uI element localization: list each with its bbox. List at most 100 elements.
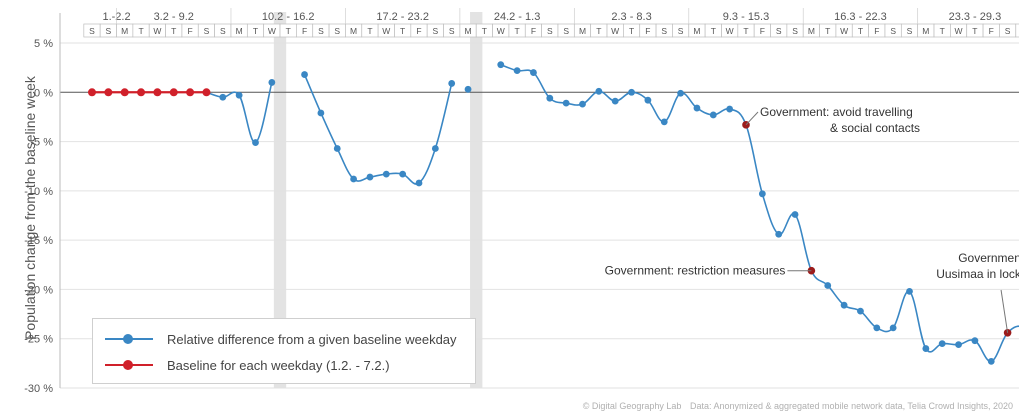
day-label: T [514,26,519,36]
data-point [873,324,881,332]
annotation-leader [745,111,759,126]
day-label: W [955,26,963,36]
day-label: S [204,26,210,36]
legend-swatch-relative [103,329,155,349]
annotation-text: & social contacts [830,121,920,135]
data-point [987,357,995,365]
day-label: T [629,26,634,36]
data-point [546,94,554,102]
week-label: 10.2 - 16.2 [262,11,315,23]
day-label: F [187,26,192,36]
data-point [252,139,259,146]
data-point [415,179,423,187]
day-label: T [367,26,372,36]
day-label: M [350,26,357,36]
data-point [382,170,390,178]
data-point [726,105,734,113]
baseline-point [202,88,211,97]
annotation-text: Government: restriction measures [605,264,786,278]
data-point [562,99,570,107]
data-point [971,337,979,345]
y-tick-label: -25 % [24,334,53,346]
day-label: T [858,26,863,36]
data-point [922,345,930,352]
day-label: S [547,26,553,36]
day-label: F [989,26,994,36]
day-label: S [89,26,95,36]
data-point [955,341,962,349]
day-label: S [661,26,667,36]
week-label: 16.3 - 22.3 [834,11,887,23]
data-point [579,100,586,108]
data-point [219,93,227,101]
y-tick-label: -30 % [24,383,53,395]
legend-swatch-baseline [103,355,155,375]
data-point [448,80,456,87]
annotation-text: Government: avoid travelling [760,105,913,119]
legend: Relative difference from a given baselin… [92,318,476,384]
baseline-point [88,88,96,97]
data-point [431,145,439,152]
data-point [464,85,472,93]
legend-label-relative: Relative difference from a given baselin… [167,331,457,347]
data-point [677,89,684,97]
week-label: 24.2 - 1.3 [494,11,540,23]
data-point [530,69,537,76]
data-point [906,288,913,295]
gap-band-1 [470,12,483,388]
day-label: S [792,26,798,36]
day-label: T [400,26,405,36]
week-label: 3.2 - 9.2 [154,11,194,23]
day-label: T [743,26,748,36]
data-point [333,145,341,152]
day-label: S [106,26,112,36]
series-line-0-0 [206,82,273,144]
day-label: M [693,26,700,36]
day-label: W [726,26,734,36]
data-point [301,71,308,78]
data-point [660,118,668,126]
series-line-0-3 [500,63,1019,363]
day-label: F [645,26,650,36]
y-axis-title: Population change from the baseline week [22,76,38,340]
y-tick-label: 0 % [34,87,53,99]
annotation-leader [1000,289,1009,333]
day-label: T [286,26,291,36]
day-label: T [253,26,258,36]
day-label: W [382,26,390,36]
day-label: W [611,26,619,36]
day-label: S [318,26,324,36]
day-label: S [449,26,455,36]
day-label: M [579,26,586,36]
data-point [513,67,521,74]
y-tick-label: -20 % [24,284,53,296]
day-label: S [563,26,569,36]
credit-data-source: Data: Anonymized & aggregated mobile net… [689,401,1013,411]
day-label: F [302,26,307,36]
baseline-point [104,88,113,97]
day-label: T [171,26,176,36]
y-tick-label: -15 % [24,235,53,247]
data-point [824,282,832,289]
day-label: F [531,26,536,36]
data-point [235,91,243,99]
data-point [628,88,635,96]
day-label: S [678,26,684,36]
data-point [497,61,505,69]
data-point [709,111,717,119]
day-label: M [236,26,243,36]
day-label: T [482,26,487,36]
day-cell [1015,23,1019,38]
y-tick-label: 5 % [34,38,53,50]
day-label: F [416,26,421,36]
data-point [350,175,357,183]
day-label: S [890,26,896,36]
day-label: T [972,26,977,36]
week-label: 17.2 - 23.2 [376,11,429,23]
baseline-point [153,88,162,97]
baseline-point [137,88,146,97]
data-point [366,173,374,181]
data-point [775,230,783,238]
day-label: S [334,26,340,36]
